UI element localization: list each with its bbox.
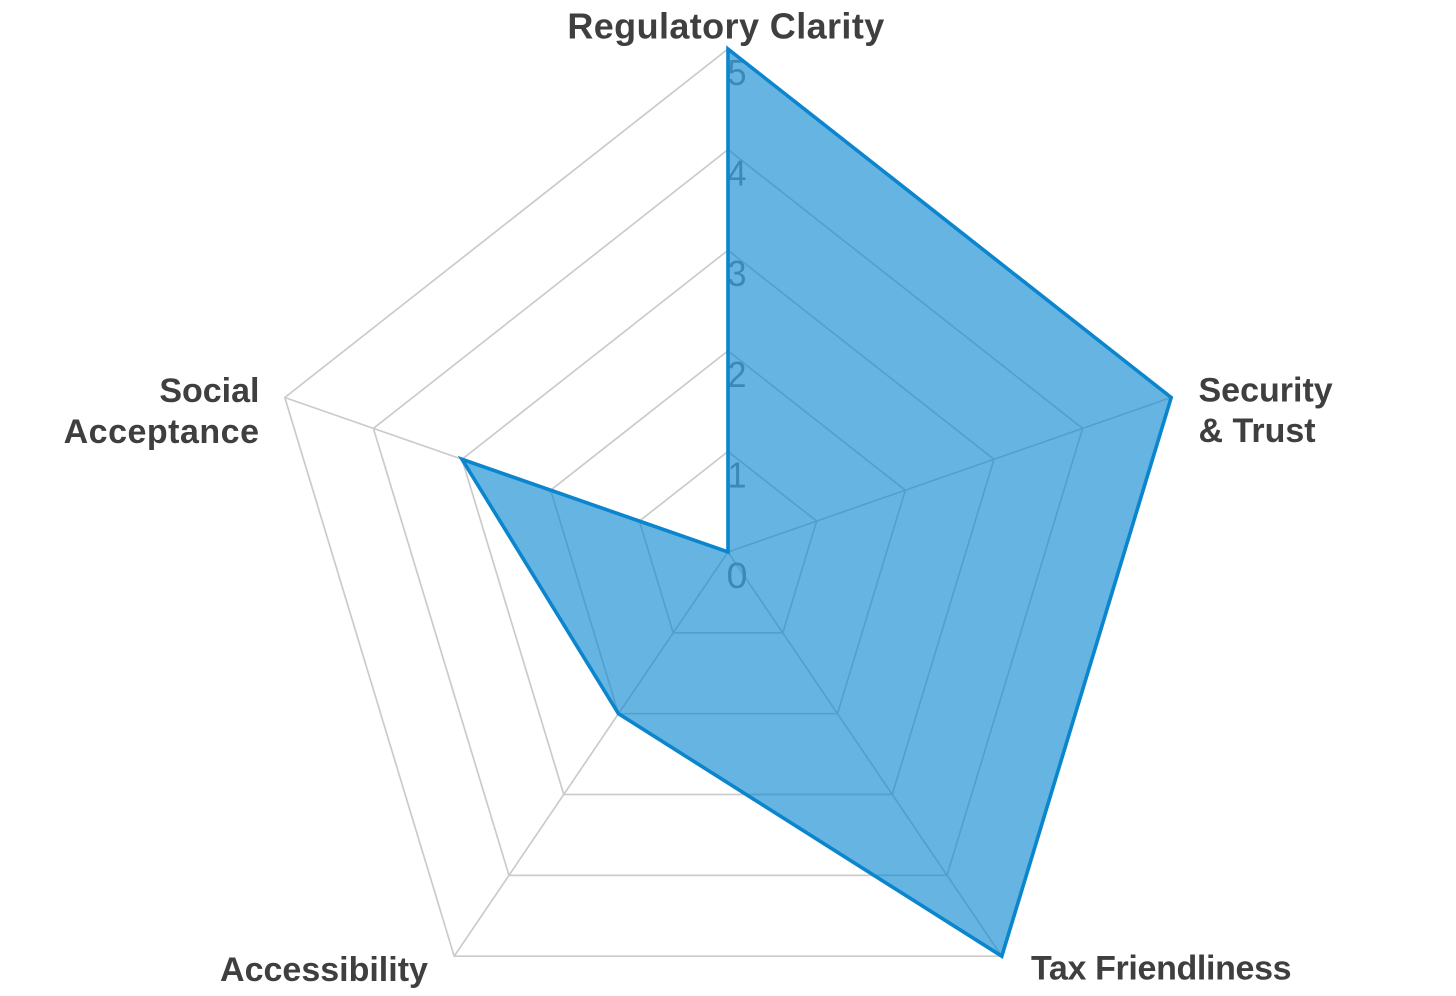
svg-text:& Trust: & Trust [1199,412,1316,450]
svg-text:Social: Social [159,372,259,410]
svg-text:Tax Friendliness: Tax Friendliness [1031,950,1291,988]
svg-text:Acceptance: Acceptance [64,413,260,451]
svg-text:Security: Security [1199,372,1333,410]
svg-text:Regulatory Clarity: Regulatory Clarity [567,6,884,47]
svg-text:Accessibility: Accessibility [220,951,428,989]
